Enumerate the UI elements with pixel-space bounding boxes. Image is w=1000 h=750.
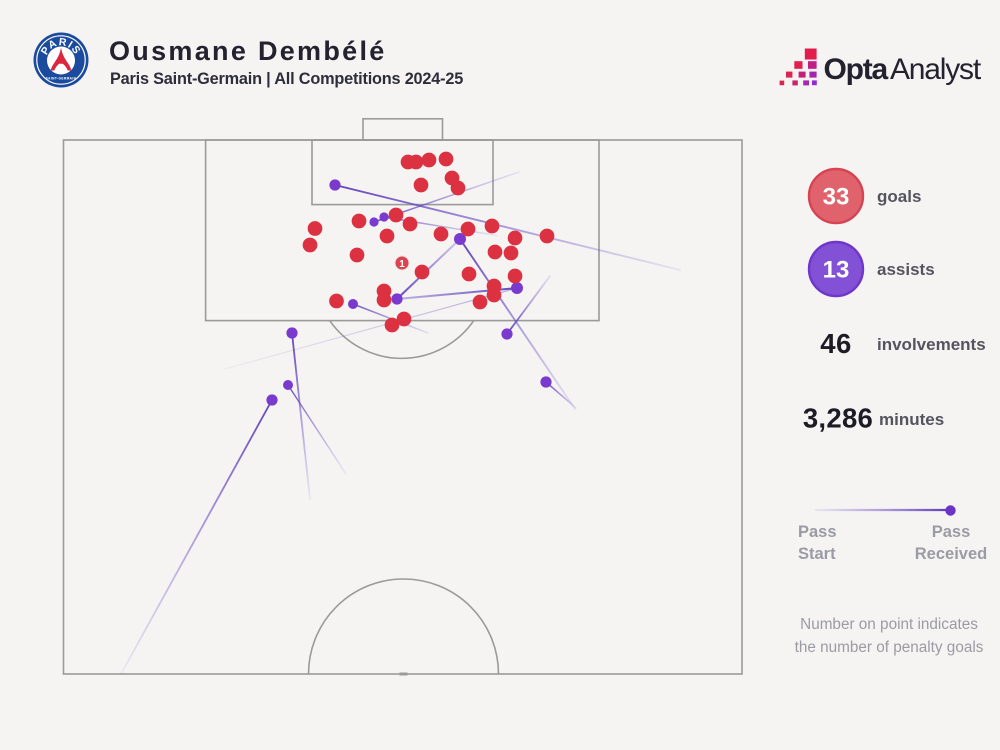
svg-text:33: 33 (823, 184, 850, 211)
svg-text:involvements: involvements (877, 335, 986, 354)
svg-text:Ousmane Dembélé: Ousmane Dembélé (109, 36, 387, 66)
svg-text:assists: assists (877, 260, 935, 279)
svg-text:46: 46 (820, 328, 851, 359)
svg-text:Pass: Pass (798, 523, 837, 541)
svg-text:Analyst: Analyst (890, 53, 982, 86)
svg-text:the number of penalty goals: the number of penalty goals (795, 639, 984, 656)
svg-text:Received: Received (915, 545, 987, 563)
svg-text:Pass: Pass (932, 523, 971, 541)
svg-text:3,286: 3,286 (803, 403, 873, 434)
svg-text:Start: Start (798, 545, 836, 563)
svg-text:13: 13 (823, 257, 850, 284)
svg-text:Paris Saint-Germain | All Comp: Paris Saint-Germain | All Competitions 2… (110, 70, 463, 88)
svg-text:SAINT-GERMAIN: SAINT-GERMAIN (46, 77, 77, 81)
svg-text:Opta: Opta (824, 53, 889, 86)
svg-text:1: 1 (399, 259, 405, 270)
svg-text:PARIS: PARIS (39, 36, 83, 57)
svg-text:goals: goals (877, 187, 921, 206)
svg-text:minutes: minutes (879, 410, 944, 429)
svg-text:Number on point indicates: Number on point indicates (800, 616, 978, 633)
